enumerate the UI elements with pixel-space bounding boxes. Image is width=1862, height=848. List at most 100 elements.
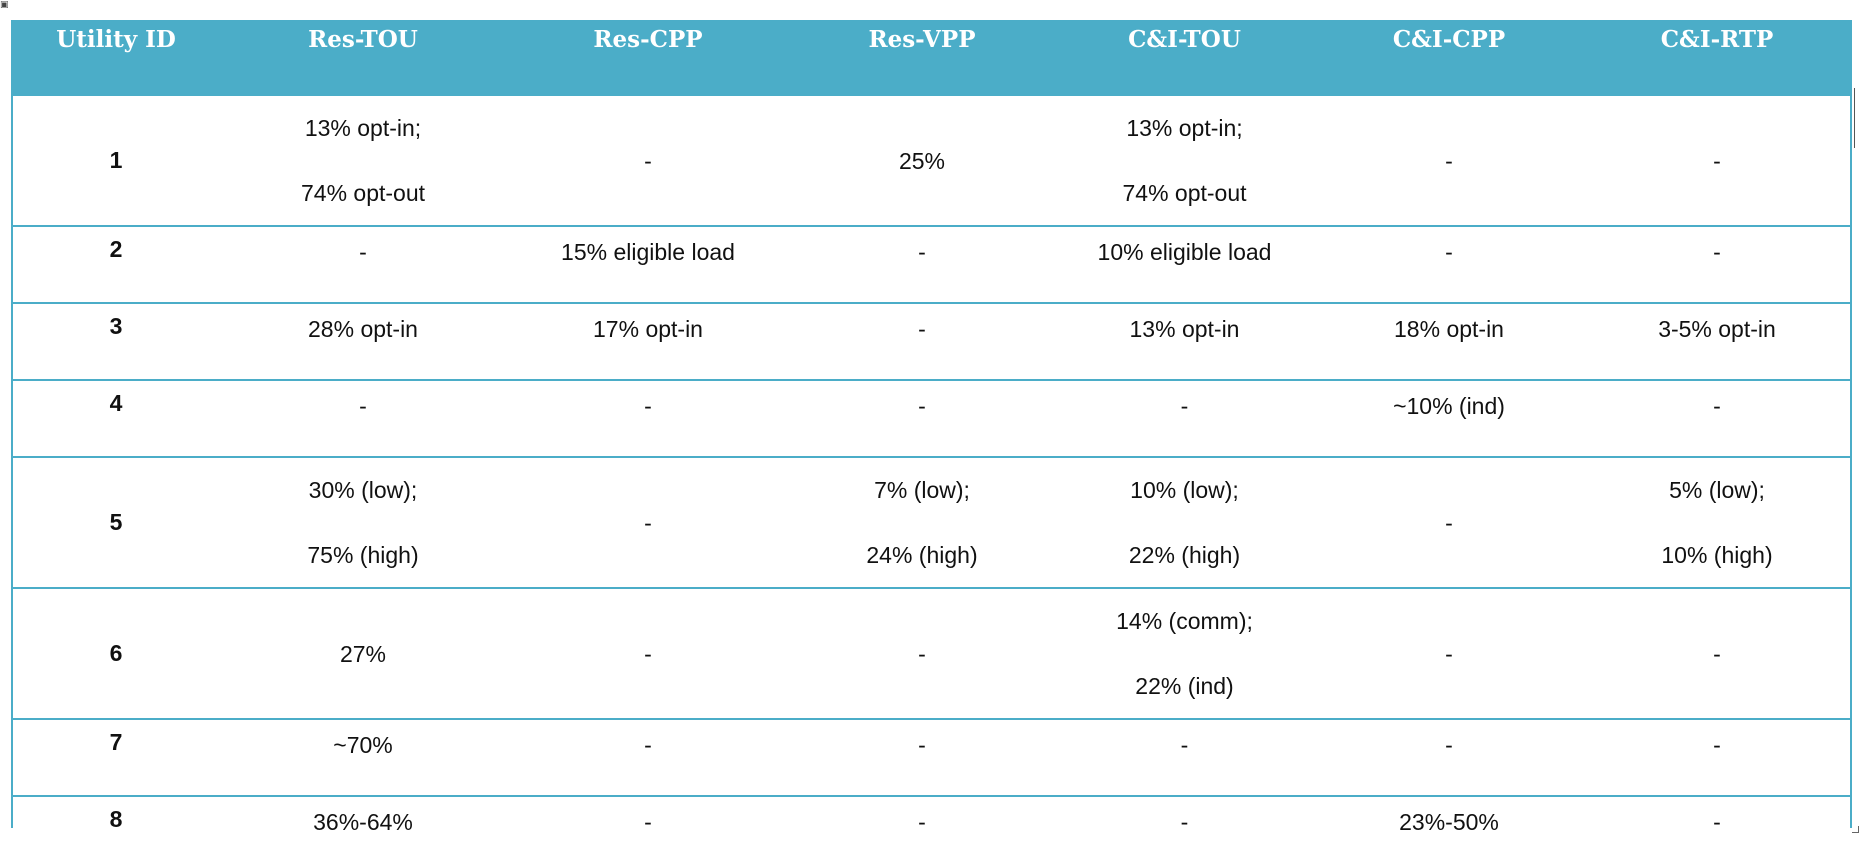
table-container: Utility ID Res-TOU Res-CPP Res-VPP C&I-T… [11,20,1852,848]
table-cell: - [1053,719,1316,797]
table-body: 1 13% opt-in; 74% opt-out -25% 13% opt-in; 74… [11,94,1852,848]
table-cell: - [1582,94,1852,227]
cell-text: - [1713,732,1721,758]
move-handle-icon[interactable]: ▣ [0,0,9,9]
table-cell: - [791,719,1053,797]
cell-text: - [1445,509,1453,536]
table-left-border [11,88,13,828]
header-res-tou: Res-TOU [221,20,505,95]
cell-text: - [918,239,926,265]
cell-text: - [918,732,926,758]
table-cell: - [1316,457,1582,589]
header-utility-id: Utility ID [11,20,221,95]
utility-id-cell: 7 [11,719,221,797]
cell-text: - [1180,393,1189,419]
table-row: 2 - 15% eligible load - 10% eligible load - - [11,226,1852,304]
table-row: 6 27% - - 14% (comm); 22% (ind) - - [11,588,1852,720]
table-cell: - [505,588,791,720]
table-cell: 10% (low); 22% (high) [1053,457,1316,589]
scrollbar-indicator[interactable] [1854,88,1855,148]
table-cell: 10% eligible load [1053,226,1316,304]
table-cell: - [505,719,791,797]
cell-text: - [1713,147,1721,174]
cell-text: ~70% [333,732,393,758]
cell-text: - [918,393,926,419]
cell-text: 5% (low); [1669,477,1765,503]
table-cell: 5% (low); 10% (high) [1582,457,1852,589]
cell-text: - [918,316,926,342]
table-cell: - [221,226,505,304]
table-cell: 13% opt-in [1053,303,1316,381]
table-cell: - [505,380,791,458]
table-cell: - [1582,226,1852,304]
cell-text: 15% eligible load [561,239,735,265]
table-cell: ~70% [221,719,505,797]
table-cell: 13% opt-in; 74% opt-out [221,94,505,227]
data-table: Utility ID Res-TOU Res-CPP Res-VPP C&I-T… [11,20,1852,848]
utility-id-cell: 4 [11,380,221,458]
header-ci-rtp: C&I-RTP [1582,20,1852,95]
table-cell: 17% opt-in [505,303,791,381]
cell-text: 14% (comm); [1116,608,1253,634]
cell-text: 74% opt-out [300,180,426,206]
table-cell: - [791,380,1053,458]
cell-text: 10% (high) [1661,542,1773,568]
header-row: Utility ID Res-TOU Res-CPP Res-VPP C&I-T… [11,20,1852,95]
cell-text: 13% opt-in; [1126,115,1243,141]
resize-handle-icon[interactable] [1852,826,1859,833]
table-cell: - [791,588,1053,720]
table-cell: 3-5% opt-in [1582,303,1852,381]
table-cell: - [221,380,505,458]
table-cell: - [1316,226,1582,304]
table-cell: - [1582,380,1852,458]
cell-text: - [1713,393,1721,419]
table-cell: 7% (low); 24% (high) [791,457,1053,589]
table-cell: - [791,796,1053,848]
table-row: 1 13% opt-in; 74% opt-out - 25% 13% opt-in; 74… [11,94,1852,227]
table-cell: 28% opt-in [221,303,505,381]
table-cell: - [1053,796,1316,848]
cell-text: - [644,147,652,174]
table-cell: 14% (comm); 22% (ind) [1053,588,1316,720]
table-row: 3 28% opt-in 17% opt-in - 13% opt-in 18% opt-… [11,303,1852,381]
cell-text: - [644,393,652,419]
table-cell: 13% opt-in; 74% opt-out [1053,94,1316,227]
table-cell: - [791,226,1053,304]
cell-text: ~10% (ind) [1393,393,1505,419]
cell-text: - [1445,640,1453,667]
utility-id-cell: 6 [11,588,221,720]
cell-text: 17% opt-in [593,316,703,342]
table-cell: - [1316,94,1582,227]
table-cell: - [1053,380,1316,458]
table-cell: 36%-64% [221,796,505,848]
cell-text: - [644,809,652,835]
cell-text: 13% opt-in [1129,316,1240,342]
utility-id-cell: 8 [11,796,221,848]
table-cell: 15% eligible load [505,226,791,304]
cell-text: 13% opt-in; [304,115,422,141]
table-cell: 27% [221,588,505,720]
cell-text: - [1445,239,1453,265]
cell-text: - [1713,809,1721,835]
cell-text: - [359,239,367,265]
cell-text: 3-5% opt-in [1658,316,1776,342]
table-cell: ~10% (ind) [1316,380,1582,458]
cell-text: 18% opt-in [1394,316,1504,342]
table-cell: 18% opt-in [1316,303,1582,381]
cell-text: - [1445,732,1453,758]
cell-text: 7% (low); [874,477,970,503]
cell-text: 36%-64% [313,809,413,835]
cell-text: - [644,640,652,667]
header-res-cpp: Res-CPP [505,20,791,95]
cell-text: 30% (low); [308,477,418,503]
table-cell: - [1316,719,1582,797]
cell-text: 75% (high) [307,542,419,568]
cell-text: - [359,393,367,419]
cell-text: 22% (ind) [1135,673,1234,699]
cell-text: 27% [339,640,387,667]
table-cell: - [505,94,791,227]
cell-text: 22% (high) [1128,542,1241,568]
cell-text: - [1713,239,1721,265]
table-cell: - [1582,588,1852,720]
table-cell: - [1582,719,1852,797]
